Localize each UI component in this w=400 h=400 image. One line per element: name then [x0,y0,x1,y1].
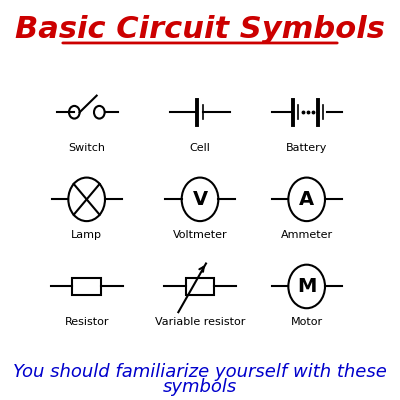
Text: You should familiarize yourself with these: You should familiarize yourself with the… [13,362,387,380]
Text: Basic Circuit Symbols: Basic Circuit Symbols [15,15,385,44]
Text: Lamp: Lamp [71,230,102,240]
Text: Voltmeter: Voltmeter [173,230,227,240]
Bar [72,278,101,295]
Bar [186,278,214,295]
Text: Motor: Motor [291,317,323,327]
Text: symbols: symbols [163,378,237,396]
Text: Cell: Cell [190,143,210,153]
Text: V: V [192,190,208,209]
Text: Resistor: Resistor [64,317,109,327]
Text: M: M [297,277,316,296]
Text: A: A [299,190,314,209]
Text: Switch: Switch [68,143,105,153]
Text: Ammeter: Ammeter [281,230,333,240]
Text: Battery: Battery [286,143,327,153]
Text: Variable resistor: Variable resistor [155,317,245,327]
